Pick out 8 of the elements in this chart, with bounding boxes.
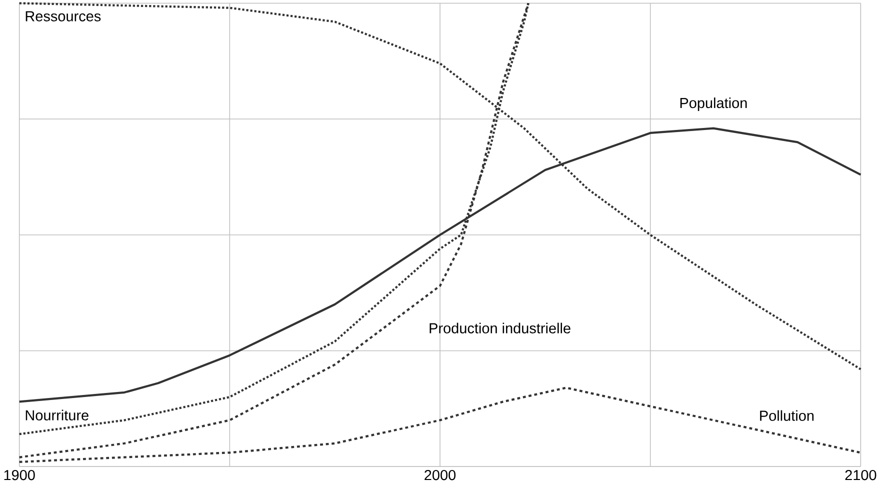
x-tick-label: 2000 (424, 470, 456, 480)
series-label: Production industrielle (430, 322, 570, 334)
series-label: Pollution (760, 410, 814, 421)
series-label: Population (680, 97, 747, 111)
series-label: Ressources (26, 11, 101, 22)
series-label: Nourriture (26, 410, 88, 420)
x-tick-label: 2100 (845, 470, 876, 480)
x-tick-label: 1900 (4, 470, 35, 480)
